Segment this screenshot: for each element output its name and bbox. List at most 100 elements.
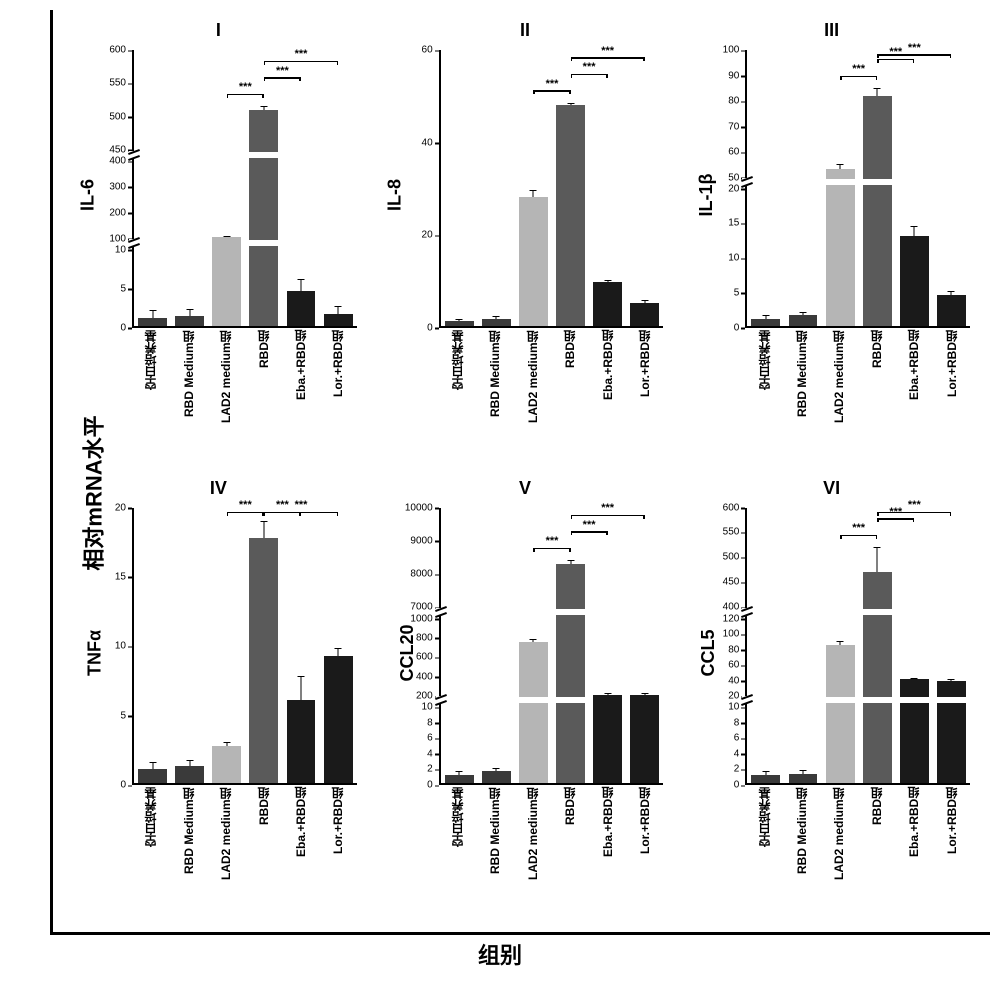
bar [138,769,167,783]
x-tick-label: LAD2 medium组 [830,787,847,915]
x-tick-label: RBD Medium组 [180,330,197,458]
bar-break-icon [935,697,968,703]
bar [751,319,780,326]
x-tick-label: Eba.+RBD组 [905,787,922,915]
x-tick-label: Lor.+RBD组 [636,787,653,915]
bar-break-icon [898,697,931,703]
y-tick-label: 10 [728,253,739,264]
y-tick-label: 0 [427,322,433,333]
bar [863,572,892,783]
y-tick-label: 100 [109,233,126,244]
significance-line [533,548,570,550]
x-tick-label: Eba.+RBD组 [905,330,922,458]
panel-VI: VICCL50246810204060801001204004505005506… [683,478,980,916]
bar-wrap [249,50,278,326]
bar-wrap [138,50,167,326]
significance-line [840,535,877,537]
bar [519,197,548,326]
y-ticks: 0510100200300400450500550600 [70,50,128,328]
significance-line [571,74,608,76]
bar-wrap [482,508,511,784]
significance-line [227,512,264,514]
error-bar [765,771,766,775]
panel-number: II [520,20,530,41]
error-bar [300,279,301,291]
significance-marker: *** [601,502,614,514]
y-tick-label: 20 [728,691,739,702]
y-tick-label: 100 [723,629,740,640]
y-tick-label: 600 [723,502,740,513]
significance-line [571,531,608,533]
bar-break-icon [861,609,894,615]
x-ticks: 空白培养基RBD Medium组LAD2 medium组RBD组Eba.+RBD… [439,330,664,458]
significance-line [877,518,914,520]
significance-marker: *** [546,78,559,90]
error-bar [263,521,264,538]
significance-line [840,76,877,78]
y-tick-label: 500 [723,552,740,563]
x-tick-label: 空白培养基 [449,787,466,915]
panel-I: IIL-60510100200300400450500550600*******… [70,20,367,458]
y-ticks: 024681020406080100120400450500550600 [683,508,741,786]
bar-wrap [175,508,204,784]
y-tick-label: 80 [728,96,739,107]
error-bar [338,648,339,656]
y-tick-label: 4 [734,748,740,759]
x-tick-label: RBD Medium组 [486,787,503,915]
x-tick-label: RBD Medium组 [793,787,810,915]
y-tick-label: 100 [723,45,740,56]
x-tick-label: LAD2 medium组 [524,330,541,458]
bar [900,236,929,326]
x-ticks: 空白培养基RBD Medium组LAD2 medium组RBD组Eba.+RBD… [439,787,664,915]
y-tick-label: 400 [723,602,740,613]
error-bar [152,762,153,769]
plot-area: ********* [745,508,970,786]
bar-break-icon [517,697,550,703]
y-tick-label: 600 [416,652,433,663]
bar-wrap [789,50,818,326]
y-tick-label: 450 [723,577,740,588]
bar-wrap [287,50,316,326]
bar [863,96,892,326]
figure-container: 相对mRNA水平 组别 IIL-605101002003004004505005… [10,10,990,975]
panel-V: VCCL200246810200400600800100070008000900… [377,478,674,916]
x-ticks: 空白培养基RBD Medium组LAD2 medium组RBD组Eba.+RBD… [132,330,357,458]
bar-wrap [138,508,167,784]
bar [630,695,659,783]
y-tick-label: 120 [723,613,740,624]
y-tick-label: 70 [728,121,739,132]
x-tick-label: LAD2 medium组 [217,787,234,915]
bar [630,303,659,326]
panel-number: VI [823,478,840,499]
x-tick-label: RBD组 [868,787,885,915]
y-tick-label: 10 [115,641,126,652]
error-bar [802,312,803,315]
y-tick-label: 2 [427,764,433,775]
x-tick-label: Lor.+RBD组 [943,330,960,458]
bar-wrap [863,508,892,784]
bar [556,105,585,325]
y-tick-label: 500 [109,111,126,122]
y-ticks: 0204060 [377,50,435,328]
bar-wrap [212,50,241,326]
bar-wrap [324,50,353,326]
y-tick-label: 60 [422,45,433,56]
y-ticks: 0246810200400600800100070008000900010000 [377,508,435,786]
significance-marker: *** [239,81,252,93]
x-tick-label: RBD组 [561,787,578,915]
bar [937,295,966,326]
x-tick-label: RBD组 [561,330,578,458]
y-tick-label: 550 [109,78,126,89]
y-tick-label: 7000 [410,602,432,613]
y-tick-label: 10000 [405,502,433,513]
y-tick-label: 400 [416,671,433,682]
y-tick-label: 10 [115,244,126,255]
bar-wrap [900,508,929,784]
bar [175,316,204,325]
panel-number: I [216,20,221,41]
bar-wrap [900,50,929,326]
bar-wrap [826,508,855,784]
y-tick-label: 15 [728,218,739,229]
x-tick-label: Lor.+RBD组 [636,330,653,458]
error-bar [152,310,153,318]
